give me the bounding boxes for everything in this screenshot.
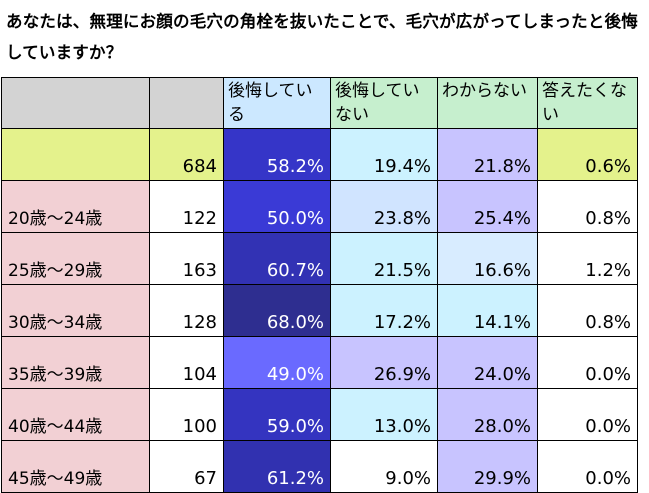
table-row: 20歳〜24歳 122 50.0% 23.8% 25.4% 0.8% (1, 180, 638, 233)
no-answer-cell: 0.6% (537, 128, 638, 181)
question-title: あなたは、無理にお顔の毛穴の角栓を抜いたことで、毛穴が広がってしまったと後悔して… (6, 12, 638, 62)
age-group-cell: 30歳〜34歳 (1, 284, 150, 337)
no-answer-cell: 0.0% (537, 440, 638, 493)
regret-cell: 58.2% (223, 128, 331, 181)
no-answer-cell: 0.8% (537, 284, 638, 337)
regret-cell: 59.0% (223, 388, 331, 441)
no-answer-cell: 1.2% (537, 232, 638, 285)
total-row: 684 58.2% 19.4% 21.8% 0.6% (1, 128, 638, 181)
age-group-cell (1, 128, 150, 181)
count-cell: 128 (149, 284, 224, 337)
age-group-cell: 20歳〜24歳 (1, 180, 150, 233)
count-cell: 104 (149, 336, 224, 389)
age-group-cell: 40歳〜44歳 (1, 388, 150, 441)
unknown-cell: 29.9% (437, 440, 538, 493)
header-cell-no-answer: 答えたくない (537, 77, 638, 129)
unknown-cell: 24.0% (437, 336, 538, 389)
regret-cell: 61.2% (223, 440, 331, 493)
header-row: 後悔している 後悔していない わからない 答えたくない (1, 77, 638, 129)
regret-cell: 60.7% (223, 232, 331, 285)
count-cell: 122 (149, 180, 224, 233)
count-cell: 163 (149, 232, 224, 285)
unknown-cell: 14.1% (437, 284, 538, 337)
table-row: 30歳〜34歳 128 68.0% 17.2% 14.1% 0.8% (1, 284, 638, 337)
no-regret-cell: 17.2% (330, 284, 438, 337)
unknown-cell: 28.0% (437, 388, 538, 441)
table-row: 40歳〜44歳 100 59.0% 13.0% 28.0% 0.0% (1, 388, 638, 441)
no-regret-cell: 21.5% (330, 232, 438, 285)
count-cell: 684 (149, 128, 224, 181)
regret-cell: 49.0% (223, 336, 331, 389)
regret-cell: 68.0% (223, 284, 331, 337)
header-cell-regret: 後悔している (223, 77, 331, 129)
unknown-cell: 21.8% (437, 128, 538, 181)
header-cell-label (1, 77, 150, 129)
age-group-cell: 45歳〜49歳 (1, 440, 150, 493)
count-cell: 100 (149, 388, 224, 441)
no-regret-cell: 13.0% (330, 388, 438, 441)
no-regret-cell: 19.4% (330, 128, 438, 181)
unknown-cell: 25.4% (437, 180, 538, 233)
no-regret-cell: 23.8% (330, 180, 438, 233)
age-group-cell: 25歳〜29歳 (1, 232, 150, 285)
regret-cell: 50.0% (223, 180, 331, 233)
count-cell: 67 (149, 440, 224, 493)
no-regret-cell: 26.9% (330, 336, 438, 389)
no-answer-cell: 0.0% (537, 336, 638, 389)
header-cell-count (149, 77, 224, 129)
header-cell-no-regret: 後悔していない (330, 77, 438, 129)
age-group-cell: 35歳〜39歳 (1, 336, 150, 389)
no-regret-cell: 9.0% (330, 440, 438, 493)
no-answer-cell: 0.0% (537, 388, 638, 441)
table-row: 25歳〜29歳 163 60.7% 21.5% 16.6% 1.2% (1, 232, 638, 285)
no-answer-cell: 0.8% (537, 180, 638, 233)
unknown-cell: 16.6% (437, 232, 538, 285)
header-cell-unknown: わからない (437, 77, 538, 129)
table-row: 35歳〜39歳 104 49.0% 26.9% 24.0% 0.0% (1, 336, 638, 389)
survey-results-table: 後悔している 後悔していない わからない 答えたくない 684 58.2% 19.4… (1, 77, 638, 493)
table-row: 45歳〜49歳 67 61.2% 9.0% 29.9% 0.0% (1, 440, 638, 493)
